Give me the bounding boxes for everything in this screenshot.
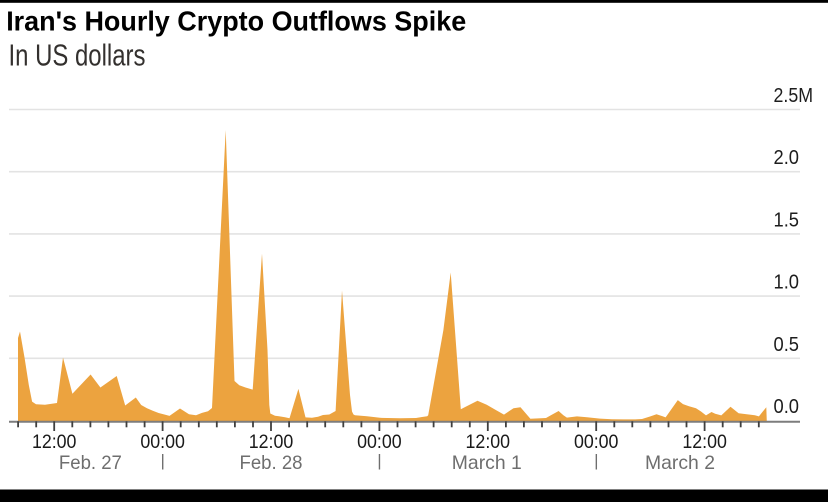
- svg-text:Feb. 28: Feb. 28: [240, 452, 303, 474]
- svg-text:00:00: 00:00: [357, 432, 402, 453]
- svg-text:0.0: 0.0: [774, 395, 800, 418]
- svg-text:|: |: [594, 451, 598, 470]
- svg-text:00:00: 00:00: [574, 432, 619, 453]
- svg-text:March 1: March 1: [452, 452, 522, 474]
- svg-text:2.5M: 2.5M: [774, 84, 814, 107]
- svg-text:Feb. 27: Feb. 27: [59, 452, 122, 474]
- svg-text:12:00: 12:00: [32, 432, 77, 453]
- svg-text:In US dollars: In US dollars: [9, 38, 146, 73]
- svg-text:Iran's Hourly Crypto Outflows: Iran's Hourly Crypto Outflows Spike: [6, 5, 466, 36]
- svg-text:0.5: 0.5: [774, 333, 800, 356]
- svg-text:2.0: 2.0: [774, 146, 800, 169]
- svg-text:12:00: 12:00: [466, 432, 511, 453]
- svg-text:|: |: [377, 451, 381, 470]
- svg-text:1.5: 1.5: [774, 208, 800, 231]
- svg-text:12:00: 12:00: [682, 432, 727, 453]
- svg-text:March 2: March 2: [645, 452, 715, 474]
- svg-text:|: |: [160, 451, 164, 470]
- svg-text:00:00: 00:00: [140, 432, 185, 453]
- svg-text:12:00: 12:00: [249, 432, 294, 453]
- svg-text:1.0: 1.0: [774, 271, 800, 294]
